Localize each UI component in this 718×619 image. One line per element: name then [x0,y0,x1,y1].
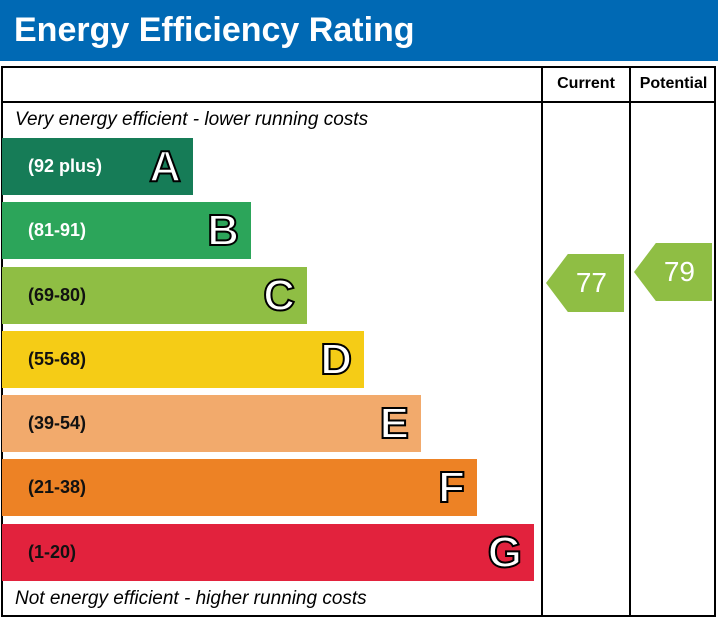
band-range: (69-80) [28,285,87,305]
band-bar-g: (1-20) G [2,524,534,581]
potential-rating-value: 79 [663,256,695,287]
band-bar-f: (21-38) F [2,459,477,516]
column-divider [629,66,631,617]
current-header: Current [557,75,615,92]
column-divider [541,66,543,617]
band-letter: G [487,527,523,578]
potential-header: Potential [639,75,708,92]
bottom-note: Not energy efficient - higher running co… [15,588,367,609]
band-letter: F [437,462,466,513]
band-bar-c: (69-80) C [2,267,307,324]
band-bar-e: (39-54) E [2,395,421,452]
top-note: Very energy efficient - lower running co… [15,109,369,130]
band-range: (81-91) [28,220,87,240]
band-bar-b: (81-91) B [2,202,251,259]
band-range: (92 plus) [28,156,103,176]
band-range: (39-54) [28,413,87,433]
band-letter: A [148,141,182,192]
band-range: (21-38) [28,477,87,497]
header-divider [1,101,716,103]
band-range: (55-68) [28,349,87,369]
band-letter: E [379,398,410,449]
band-letter: B [206,205,240,256]
band-bar-a: (92 plus) A [2,138,193,195]
band-letter: C [262,270,296,321]
band-bar-d: (55-68) D [2,331,364,388]
page-title: Energy Efficiency Rating [0,0,718,61]
band-range: (1-20) [28,542,77,562]
band-letter: D [319,334,353,385]
current-rating-value: 77 [575,267,607,298]
